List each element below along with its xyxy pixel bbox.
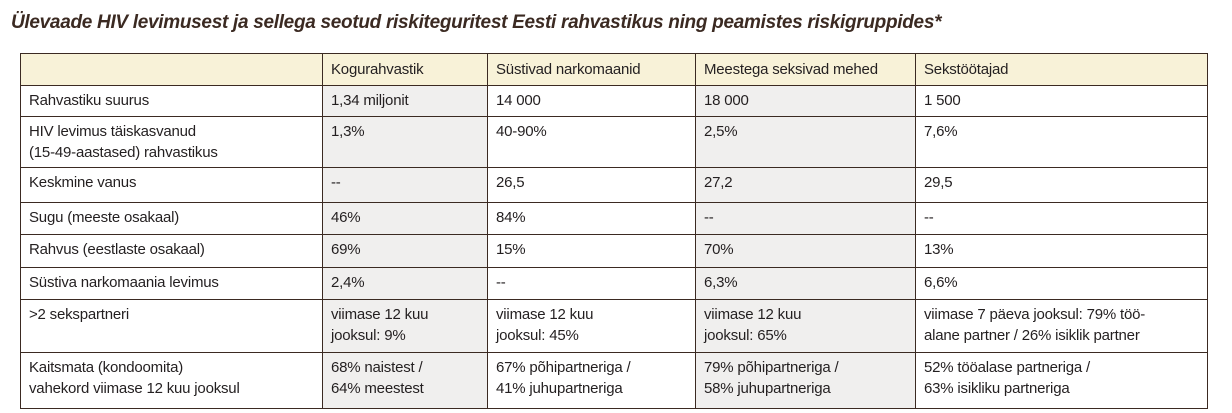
row-label-cell: >2 sekspartneri <box>20 299 323 353</box>
data-cell-col-kogurahvastik: 1,3% <box>322 116 488 168</box>
table-row: >2 sekspartneri viimase 12 kuu jooksul: 9… <box>20 299 1208 353</box>
data-cell-col-kogurahvastik: 1,34 miljonit <box>322 85 488 117</box>
data-cell-col-sustivad-narkomaanid: viimase 12 kuu jooksul: 45% <box>487 299 696 353</box>
row-label-cell: Rahvastiku suurus <box>20 85 323 117</box>
data-cell-col-sekstootajad: viimase 7 päeva jooksul: 79% töö- alane … <box>915 299 1208 353</box>
data-cell-col-sekstootajad: 1 500 <box>915 85 1208 117</box>
data-cell-col-kogurahvastik: -- <box>322 167 488 203</box>
data-cell-col-sekstootajad: 52% tööalase partneriga / 63% isikliku p… <box>915 352 1208 409</box>
table-row: Kaitsmata (kondoomita) vahekord viimase … <box>20 352 1208 409</box>
data-cell-col-sekstootajad: 7,6% <box>915 116 1208 168</box>
table-row: Rahvastiku suurus 1,34 miljonit 14 000 18 0… <box>20 85 1208 117</box>
data-cell-col-msm: 27,2 <box>695 167 916 203</box>
data-cell-col-sustivad-narkomaanid: 84% <box>487 202 696 235</box>
header-cell-col-kogurahvastik: Kogurahvastik <box>322 53 488 86</box>
data-cell-col-kogurahvastik: 68% naistest / 64% meestest <box>322 352 488 409</box>
table-row: Rahvus (eestlaste osakaal) 69% 15% 70% 13% <box>20 234 1208 268</box>
data-cell-col-msm: 6,3% <box>695 267 916 300</box>
row-label-cell: Sugu (meeste osakaal) <box>20 202 323 235</box>
data-cell-col-msm: viimase 12 kuu jooksul: 65% <box>695 299 916 353</box>
data-cell-col-sustivad-narkomaanid: 67% põhipartneriga / 41% juhupartneriga <box>487 352 696 409</box>
data-cell-col-msm: 79% põhipartneriga / 58% juhupartneriga <box>695 352 916 409</box>
row-label-cell: Süstiva narkomaania levimus <box>20 267 323 300</box>
table-row: Sugu (meeste osakaal) 46% 84% -- -- <box>20 202 1208 235</box>
data-cell-col-kogurahvastik: 69% <box>322 234 488 268</box>
table-row: Süstiva narkomaania levimus 2,4% -- 6,3% 6,6… <box>20 267 1208 300</box>
header-row: Kogurahvastik Süstivad narkomaanid Meesteg… <box>20 53 1208 86</box>
row-label-cell: HIV levimus täiskasvanud (15-49-aastased… <box>20 116 323 168</box>
data-cell-col-msm: 18 000 <box>695 85 916 117</box>
row-label-cell: Keskmine vanus <box>20 167 323 203</box>
data-cell-col-sustivad-narkomaanid: 40-90% <box>487 116 696 168</box>
data-cell-col-kogurahvastik: 2,4% <box>322 267 488 300</box>
row-label-cell: Kaitsmata (kondoomita) vahekord viimase … <box>20 352 323 409</box>
data-cell-col-kogurahvastik: viimase 12 kuu jooksul: 9% <box>322 299 488 353</box>
table-row: Keskmine vanus -- 26,5 27,2 29,5 <box>20 167 1208 203</box>
data-cell-col-sustivad-narkomaanid: -- <box>487 267 696 300</box>
document-title: Ülevaade HIV levimusest ja sellega seotu… <box>11 12 942 33</box>
data-cell-col-sekstootajad: -- <box>915 202 1208 235</box>
header-cell-col-sekstootajad: Sekstöötajad <box>915 53 1208 86</box>
data-cell-col-sekstootajad: 6,6% <box>915 267 1208 300</box>
data-cell-col-sekstootajad: 29,5 <box>915 167 1208 203</box>
data-cell-col-msm: 70% <box>695 234 916 268</box>
data-cell-col-sustivad-narkomaanid: 26,5 <box>487 167 696 203</box>
header-cell-col-sustivad-narkomaanid: Süstivad narkomaanid <box>487 53 696 86</box>
data-cell-col-sekstootajad: 13% <box>915 234 1208 268</box>
header-cell-row-label <box>20 53 323 86</box>
row-label-cell: Rahvus (eestlaste osakaal) <box>20 234 323 268</box>
data-cell-col-msm: 2,5% <box>695 116 916 168</box>
data-cell-col-kogurahvastik: 46% <box>322 202 488 235</box>
hiv-overview-table: Kogurahvastik Süstivad narkomaanid Meesteg… <box>20 53 1208 409</box>
data-cell-col-sustivad-narkomaanid: 15% <box>487 234 696 268</box>
header-cell-col-msm: Meestega seksivad mehed <box>695 53 916 86</box>
data-cell-col-sustivad-narkomaanid: 14 000 <box>487 85 696 117</box>
table-row: HIV levimus täiskasvanud (15-49-aastased… <box>20 116 1208 168</box>
data-cell-col-msm: -- <box>695 202 916 235</box>
